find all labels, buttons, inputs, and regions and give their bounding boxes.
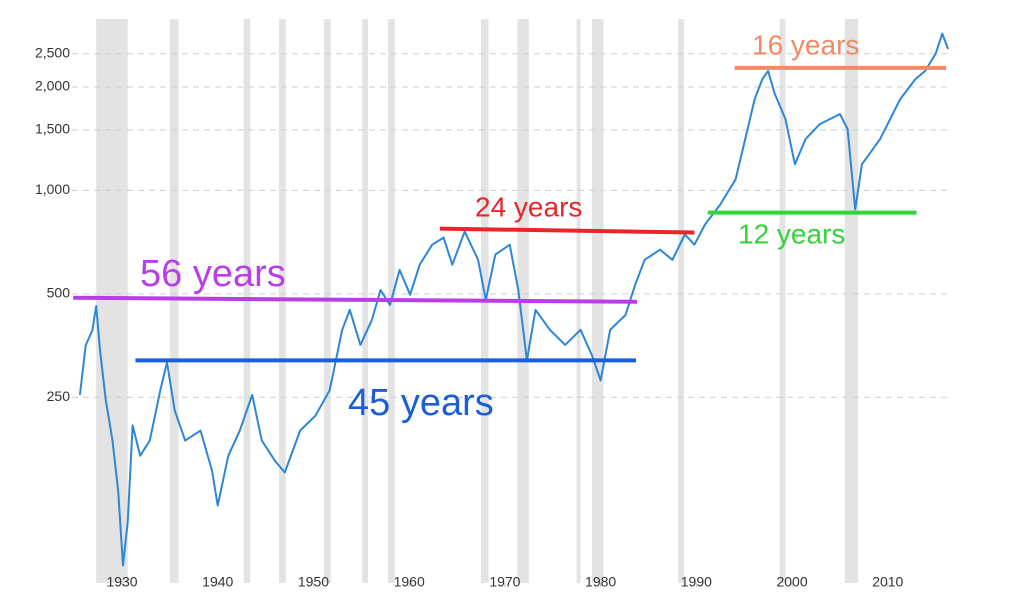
annotation-label: 12 years [738,218,845,249]
annotation-label: 45 years [348,382,494,424]
x-tick-label: 1960 [394,574,425,590]
x-tick-label: 1940 [202,574,233,590]
y-tick-label: 500 [47,285,71,301]
recession-band [844,19,859,583]
recession-band [678,19,684,583]
x-tick-label: 1950 [298,574,329,590]
annotation-label: 16 years [752,29,859,60]
recession-band [96,19,128,583]
x-tick-label: 1970 [489,574,520,590]
y-tick-label: 250 [47,388,71,404]
x-tick-label: 2010 [872,574,903,590]
y-tick-label: 1,000 [35,181,70,197]
y-tick-label: 1,500 [35,121,70,137]
annotation-line [73,295,638,304]
recession-band [169,19,179,583]
y-tick-label: 2,000 [35,78,70,94]
x-tick-label: 1930 [106,574,137,590]
annotation-label: 24 years [475,191,582,222]
recession-band [779,19,786,583]
x-tick-label: 2000 [776,574,807,590]
x-tick-label: 1980 [585,574,616,590]
x-tick-label: 1990 [681,574,712,590]
annotation-line [439,226,695,235]
annotation-label: 56 years [140,253,286,295]
y-tick-label: 2,500 [35,44,70,60]
